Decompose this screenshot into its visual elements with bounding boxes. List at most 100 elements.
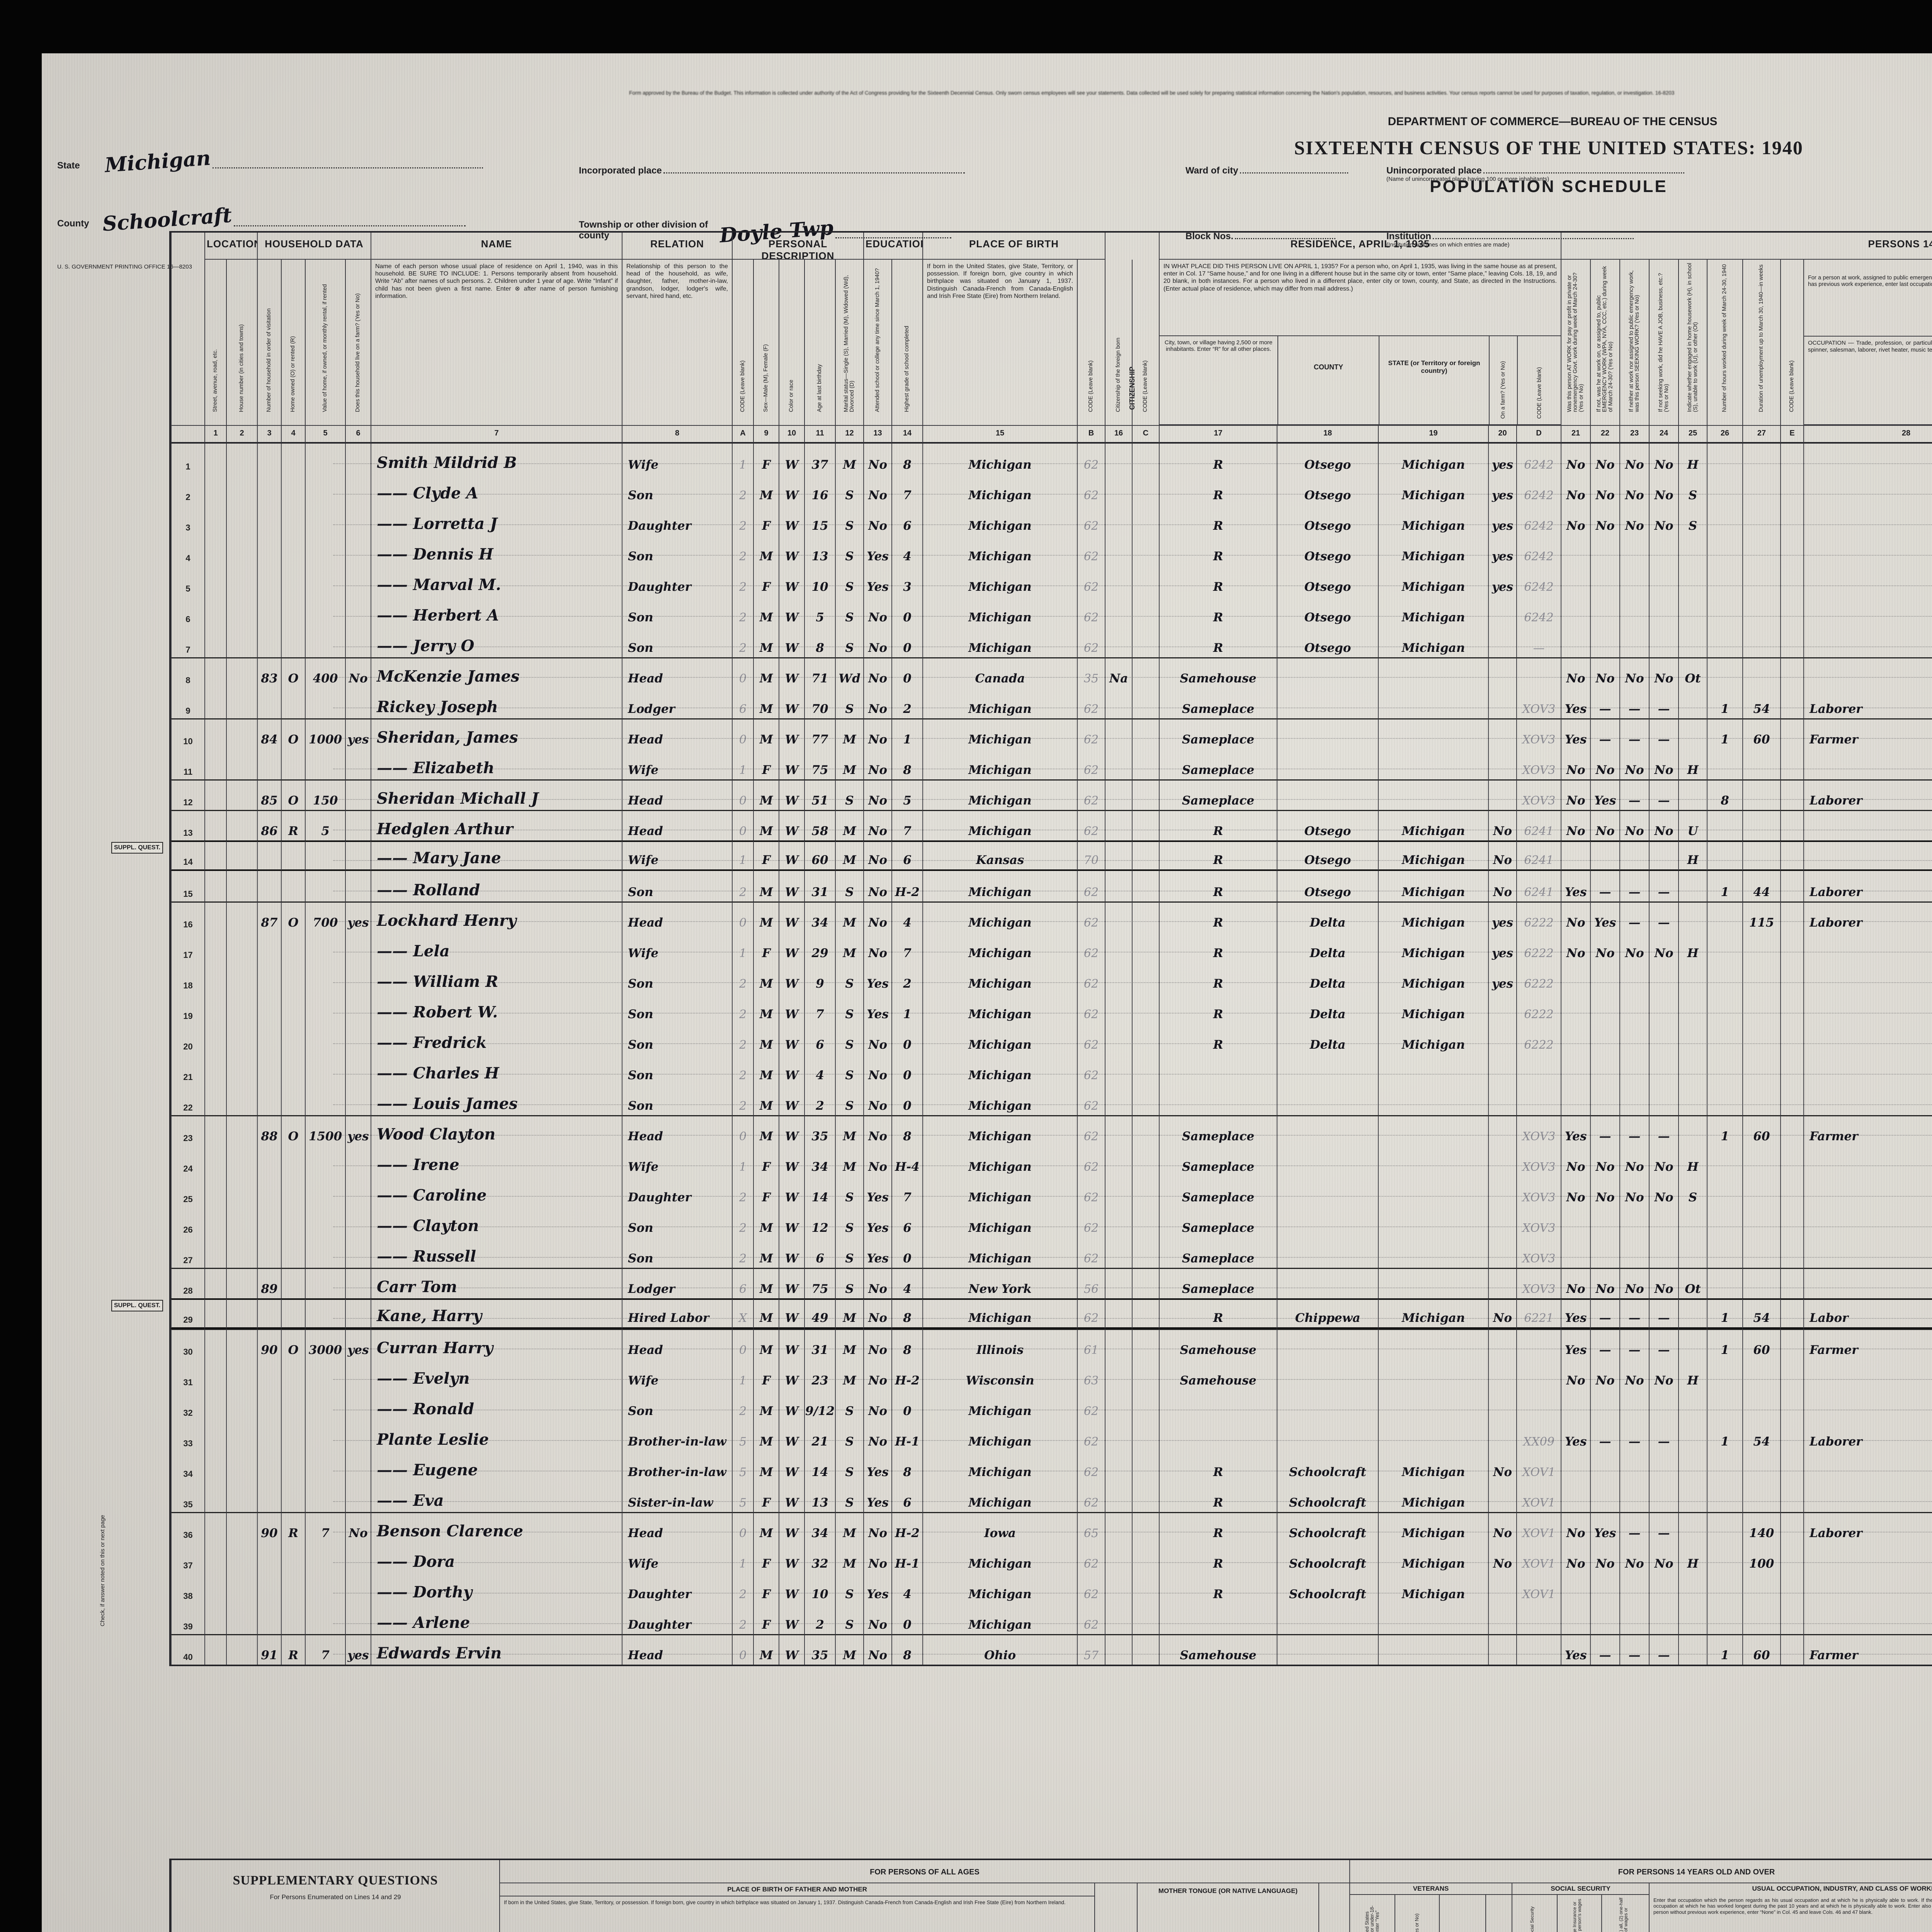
cell-e22: — (1590, 1329, 1619, 1359)
cell-vis (257, 932, 281, 963)
cell-e27 (1742, 749, 1780, 779)
supp-cell: PLACE OF BIRTH OF FATHER AND MOTHER If bo… (499, 1883, 1094, 1932)
cell-hn (226, 1420, 257, 1451)
cell-hn (226, 963, 257, 993)
cell-e27: 60 (1742, 718, 1780, 749)
cell-eE (1780, 627, 1803, 657)
cell-occ: Laborer (1803, 1420, 1932, 1451)
cell-ln: 22 (171, 1085, 204, 1115)
cell-sex: M (753, 657, 779, 688)
cell-cit (1105, 749, 1132, 779)
cell-citc (1132, 993, 1159, 1024)
cell-bp: Michigan (922, 1390, 1077, 1420)
cell-bp: Michigan (922, 1115, 1077, 1146)
cell-e24: No (1649, 505, 1678, 535)
cell-cit (1105, 1359, 1132, 1390)
unincorporated-label: Unincorporated place (1386, 165, 1482, 176)
cell-race: W (779, 901, 804, 932)
cell-gr: 7 (891, 1176, 922, 1207)
cell-bp: Michigan (922, 474, 1077, 505)
cell-val (305, 688, 345, 718)
cell-val (305, 1573, 345, 1604)
block-field: Block Nos. (1185, 231, 1336, 242)
col11-label: Age at last birthday (816, 364, 823, 412)
col-number: C (1132, 426, 1159, 444)
cell-e22 (1590, 566, 1619, 596)
person-row: 23 88 O 1500 yes Wood Clayton Head 0 M W 35 M No 8 Mic… (171, 1115, 1932, 1146)
cell-bpc: 62 (1077, 444, 1105, 474)
col6-label: Does this household live on a farm? (Yes… (355, 293, 361, 412)
cell-name: —— Russell (371, 1237, 622, 1268)
cell-race: W (779, 596, 804, 627)
cell-e27 (1742, 535, 1780, 566)
cell-rel: Wife (622, 444, 732, 474)
cell-mar: S (835, 1420, 863, 1451)
cell-mar: M (835, 749, 863, 779)
cell-farm (345, 505, 371, 535)
cell-sch: No (863, 810, 891, 840)
cell-r18 (1277, 657, 1378, 688)
cell-e21: No (1561, 810, 1590, 840)
cell-occ (1803, 1207, 1932, 1237)
cell-bpc: 62 (1077, 1207, 1105, 1237)
cell-age: 60 (804, 840, 835, 871)
cell-race: W (779, 1573, 804, 1604)
cell-eE (1780, 749, 1803, 779)
cell-e21 (1561, 993, 1590, 1024)
cell-ln: 20 (171, 1024, 204, 1054)
cell-a: 2 (732, 1604, 753, 1634)
cell-bpc: 62 (1077, 505, 1105, 535)
cell-vis (257, 1573, 281, 1604)
cell-sex: F (753, 1359, 779, 1390)
cell-age: 23 (804, 1359, 835, 1390)
cell-rc: 6222 (1516, 1024, 1561, 1054)
cell-ln: 18 (171, 963, 204, 993)
cell-cit (1105, 1573, 1132, 1604)
cell-name: Curran Harry (371, 1329, 622, 1359)
cell-e23: — (1619, 1634, 1649, 1665)
cell-e23 (1619, 535, 1649, 566)
cell-age: 14 (804, 1176, 835, 1207)
cell-e27: 60 (1742, 1634, 1780, 1665)
cell-e26 (1707, 535, 1742, 566)
col10-label: Color or race (788, 379, 795, 412)
cell-sex: F (753, 1176, 779, 1207)
cell-e23: No (1619, 657, 1649, 688)
cell-sch: No (863, 474, 891, 505)
cell-rc: 6222 (1516, 932, 1561, 963)
cell-e25 (1678, 963, 1707, 993)
cell-hn (226, 1115, 257, 1146)
cell-vis (257, 1085, 281, 1115)
cell-st (204, 657, 226, 688)
cell-a: 6 (732, 1268, 753, 1298)
cell-e22 (1590, 1024, 1619, 1054)
table-header: LOCATION HOUSEHOLD DATA NAME RELATION PERSON… (171, 233, 1932, 444)
cell-e23: No (1619, 1359, 1649, 1390)
cell-r18 (1277, 1268, 1378, 1298)
cell-name: —— Fredrick (371, 1024, 622, 1054)
cell-mar: S (835, 1573, 863, 1604)
cell-own (281, 1207, 305, 1237)
cell-cit (1105, 1512, 1132, 1543)
group-residence: RESIDENCE, APRIL 1, 1935 (1159, 233, 1561, 260)
cell-e23: — (1619, 1115, 1649, 1146)
cell-cit (1105, 1176, 1132, 1207)
cell-mar: S (835, 1085, 863, 1115)
cell-bp: Michigan (922, 810, 1077, 840)
cell-sch: No (863, 596, 891, 627)
col28-label: OCCUPATION — Trade, profession, or parti… (1808, 340, 1932, 353)
col22: If not, was he at work on, or assigned t… (1590, 260, 1619, 426)
cell-hn (226, 810, 257, 840)
cell-name: —— Marval M. (371, 566, 622, 596)
cell-sch: No (863, 1115, 891, 1146)
cell-gr: 4 (891, 1573, 922, 1604)
cell-r20: No (1488, 840, 1516, 871)
cell-rc: XOV3 (1516, 779, 1561, 810)
cell-e21: Yes (1561, 1634, 1590, 1665)
cell-r19: Michigan (1378, 1512, 1488, 1543)
cell-a: 2 (732, 963, 753, 993)
cell-r18: Schoolcraft (1277, 1543, 1378, 1573)
col9: Sex—Male (M), Female (F) (753, 260, 779, 426)
cell-occ: Farmer (1803, 1634, 1932, 1665)
cell-e26 (1707, 1481, 1742, 1512)
